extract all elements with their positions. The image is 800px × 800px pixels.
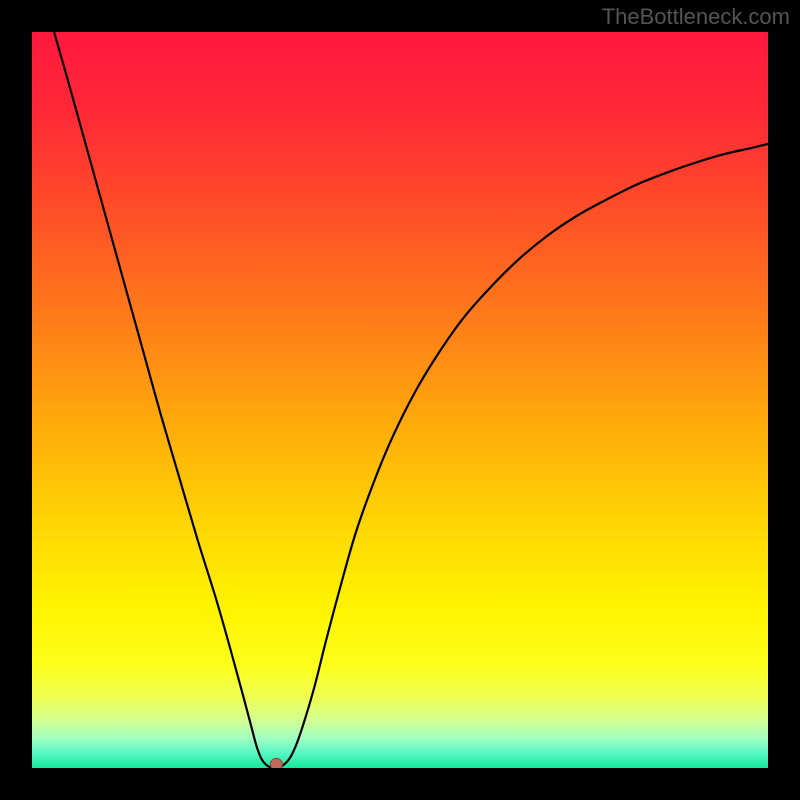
optimal-point-marker [270, 758, 282, 768]
chart-background-gradient [32, 32, 768, 768]
bottleneck-chart-svg [32, 32, 768, 768]
watermark-text: TheBottleneck.com [602, 4, 790, 30]
chart-plot-area [32, 32, 768, 768]
